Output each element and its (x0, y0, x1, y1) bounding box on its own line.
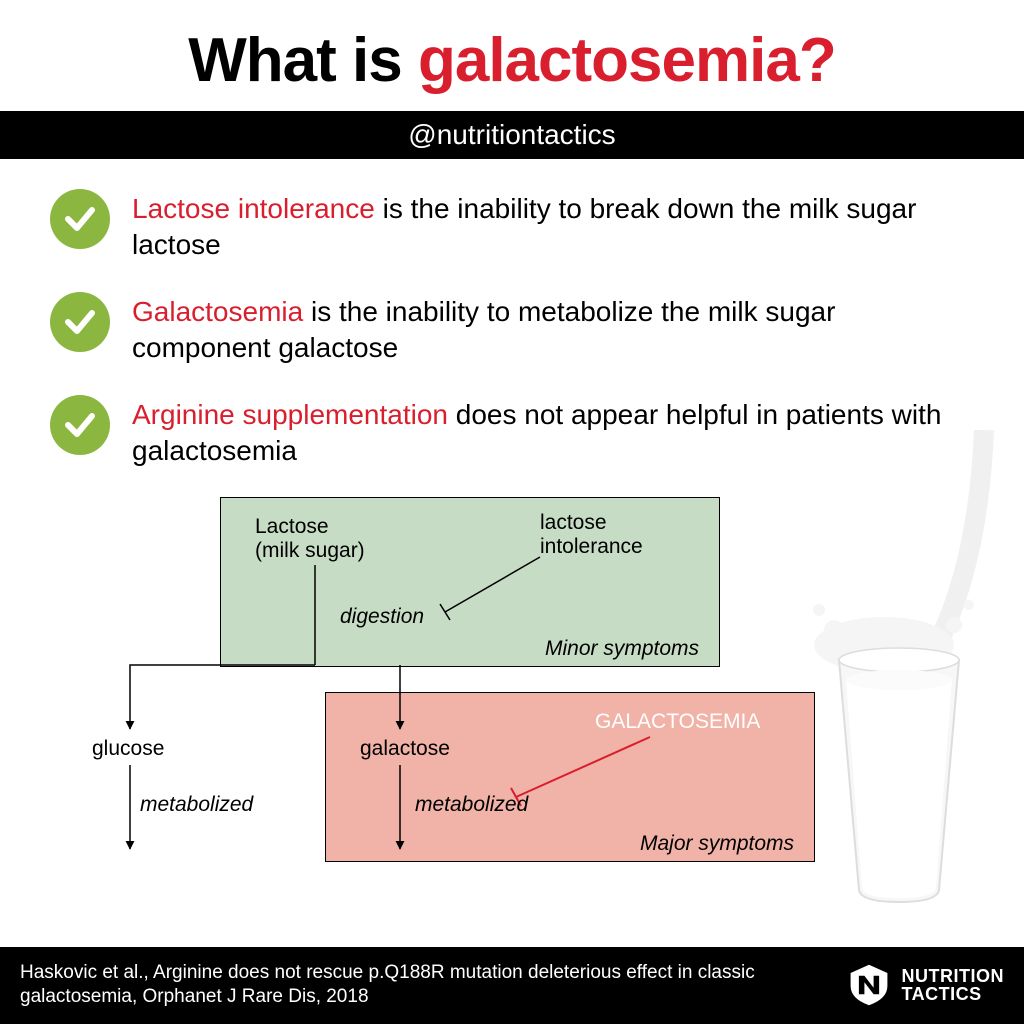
check-icon (50, 189, 110, 249)
label-minor-symptoms: Minor symptoms (545, 637, 699, 661)
bullet-highlight: Galactosemia (132, 296, 303, 327)
bullet-row: Galactosemia is the inability to metabol… (50, 292, 974, 367)
node-digestion: digestion (340, 605, 424, 629)
title-bar: What is galactosemia? (0, 0, 1024, 111)
bullet-text: Arginine supplementation does not appear… (132, 395, 974, 470)
node-metabolized-glucose: metabolized (140, 793, 253, 817)
brand-logo: NUTRITION TACTICS (846, 962, 1005, 1008)
logo-text: NUTRITION TACTICS (902, 967, 1005, 1003)
bullet-row: Arginine supplementation does not appear… (50, 395, 974, 470)
handle-text: @nutritiontactics (408, 119, 615, 150)
logo-icon (846, 962, 892, 1008)
citation-text: Haskovic et al., Arginine does not rescu… (20, 961, 800, 1010)
bullet-text: Lactose intolerance is the inability to … (132, 189, 974, 264)
node-galactosemia: GALACTOSEMIA (595, 710, 760, 734)
content-area: Lactose intolerance is the inability to … (0, 159, 1024, 877)
check-icon (50, 292, 110, 352)
handle-bar: @nutritiontactics (0, 111, 1024, 159)
node-lactose: Lactose (milk sugar) (255, 515, 365, 563)
flow-diagram: Lactose (milk sugar) lactose intolerance… (50, 497, 974, 877)
title-part2: galactosemia? (418, 26, 836, 95)
node-lactose-intolerance: lactose intolerance (540, 511, 643, 559)
footer-bar: Haskovic et al., Arginine does not rescu… (0, 947, 1024, 1024)
check-icon (50, 395, 110, 455)
node-glucose: glucose (92, 737, 164, 761)
label-major-symptoms: Major symptoms (640, 832, 794, 856)
page-title: What is galactosemia? (40, 25, 984, 96)
bullet-row: Lactose intolerance is the inability to … (50, 189, 974, 264)
title-part1: What is (188, 26, 418, 95)
node-metabolized-galactose: metabolized (415, 793, 528, 817)
node-galactose: galactose (360, 737, 450, 761)
bullet-text: Galactosemia is the inability to metabol… (132, 292, 974, 367)
bullet-highlight: Arginine supplementation (132, 399, 448, 430)
bullet-highlight: Lactose intolerance (132, 193, 375, 224)
